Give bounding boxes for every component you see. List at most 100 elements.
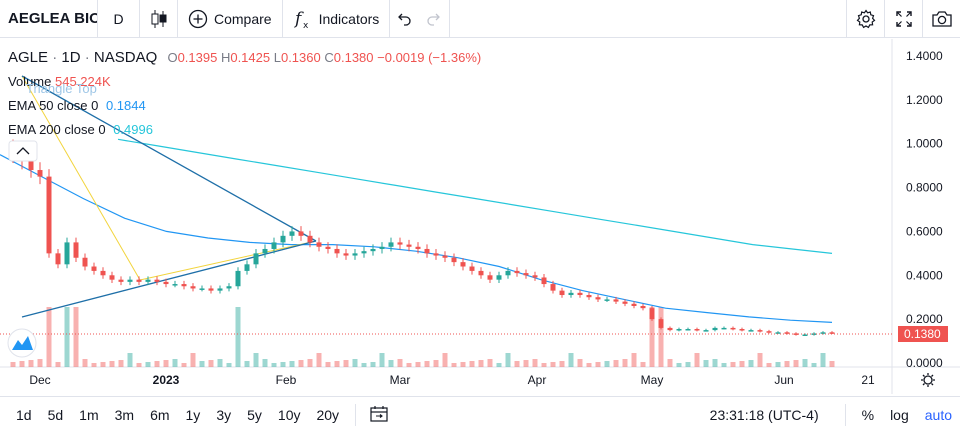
candle-body [100, 270, 106, 276]
candle-body [685, 329, 691, 331]
undo-button[interactable] [390, 0, 418, 38]
clock[interactable]: 23:31:18 (UTC-4) [709, 407, 819, 423]
tradingview-logo[interactable] [7, 328, 37, 358]
range-20y[interactable]: 20y [316, 407, 340, 423]
candle-body [118, 279, 124, 282]
candle-body [262, 248, 268, 254]
candle-body [199, 288, 205, 290]
range-1m[interactable]: 1m [79, 407, 99, 423]
interval-button[interactable]: D [98, 0, 140, 38]
volume-bar [262, 359, 268, 367]
candle-body [136, 279, 142, 282]
range-3m[interactable]: 3m [114, 407, 135, 423]
volume-bar [100, 362, 106, 367]
triangle-top-pattern[interactable] [21, 75, 317, 318]
symbol-search[interactable]: AEGLEA BIO [0, 0, 98, 38]
ema200-legend[interactable]: EMA 200 close 0 0.4996 [8, 118, 481, 142]
candle-body [568, 292, 574, 296]
volume-bar [154, 361, 160, 367]
volume-legend[interactable]: Volume 545.224K Triangle Top [8, 70, 481, 96]
range-1d[interactable]: 1d [16, 407, 32, 423]
volume-bar [298, 360, 304, 367]
candle-body [631, 303, 637, 306]
volume-bar [37, 359, 43, 367]
log-toggle[interactable]: log [890, 407, 909, 423]
range-10y[interactable]: 10y [277, 407, 301, 423]
candle-body [217, 288, 223, 291]
volume-bar [172, 359, 178, 367]
percent-toggle[interactable]: % [861, 407, 875, 423]
compare-button[interactable]: Compare [178, 0, 283, 38]
open-label: O [167, 50, 178, 65]
chevron-up-icon [16, 147, 30, 155]
volume-bar [568, 353, 574, 367]
ema50-legend[interactable]: EMA 50 close 0 0.1844 [8, 94, 481, 118]
candle-body [703, 330, 709, 332]
volume-bar [415, 362, 421, 367]
candle-body [298, 231, 304, 236]
ema50-line [0, 154, 833, 323]
settings-button[interactable] [846, 0, 884, 38]
candle-body [370, 248, 376, 252]
pattern-upper-line [21, 75, 317, 242]
time-axis[interactable]: Dec 2023 Feb Mar Apr May Jun 21 [29, 373, 875, 387]
volume-bar [451, 363, 457, 367]
candle-body [91, 266, 97, 271]
auto-toggle[interactable]: auto [924, 407, 952, 423]
volume-bar [829, 361, 835, 367]
time-axis-settings[interactable] [921, 373, 935, 387]
volume-bar [775, 362, 781, 367]
fullscreen-button[interactable] [884, 0, 922, 38]
volume-bar [253, 353, 259, 367]
candle-body [316, 242, 322, 247]
price-tick-label: 1.0000 [906, 137, 943, 151]
volume-bar [811, 363, 817, 367]
candle-body [163, 281, 169, 285]
volume-bar [163, 360, 169, 367]
time-tick-label: Apr [528, 373, 547, 387]
close-value: 0.1380 [333, 50, 374, 65]
gear-icon [923, 375, 933, 385]
ema200-line [117, 138, 833, 254]
volume-bar [28, 360, 34, 367]
volume-bar [478, 360, 484, 367]
price-tick-label: 0.8000 [906, 181, 943, 195]
volume-bar [712, 359, 718, 367]
volume-bar [541, 363, 547, 367]
volume-bar [820, 353, 826, 367]
price-chart[interactable]: 1.4000 1.2000 1.0000 0.8000 0.6000 0.4000 0.20… [0, 39, 960, 394]
volume-series [10, 307, 835, 367]
range-6m[interactable]: 6m [150, 407, 170, 423]
volume-bar [91, 363, 97, 367]
candle-body [172, 284, 178, 286]
candle-body [307, 235, 313, 243]
volume-bar [280, 362, 286, 367]
price-axis[interactable]: 1.4000 1.2000 1.0000 0.8000 0.6000 0.4000 0.20… [906, 49, 943, 370]
low-value: 0.1360 [280, 50, 321, 65]
symbol-legend[interactable]: AGLE · 1D · NASDAQ O0.1395 H0.1425 L0.13… [8, 49, 482, 66]
volume-bar [640, 362, 646, 367]
range-5d[interactable]: 5d [47, 407, 64, 423]
ema50-value: 0.1844 [105, 98, 146, 113]
candle-body [820, 332, 826, 334]
candle-body [226, 286, 232, 289]
time-tick-label: Feb [276, 373, 297, 387]
date-range-button[interactable] [364, 405, 394, 425]
divider [844, 404, 846, 426]
range-1y[interactable]: 1y [185, 407, 201, 423]
collapse-legend-button[interactable] [8, 140, 38, 162]
volume-bar [82, 359, 88, 367]
time-tick-label: Jun [774, 373, 793, 387]
range-5y[interactable]: 5y [247, 407, 262, 423]
candle-body [658, 319, 664, 328]
candle-body [748, 330, 754, 332]
candle-body [343, 253, 349, 256]
redo-button[interactable] [418, 0, 451, 38]
candle-body [154, 279, 160, 282]
range-3y[interactable]: 3y [216, 407, 232, 423]
chart-type-button[interactable] [140, 0, 178, 38]
candle-body [595, 297, 601, 300]
pattern-leg-2 [139, 240, 317, 281]
screenshot-button[interactable] [922, 0, 960, 38]
